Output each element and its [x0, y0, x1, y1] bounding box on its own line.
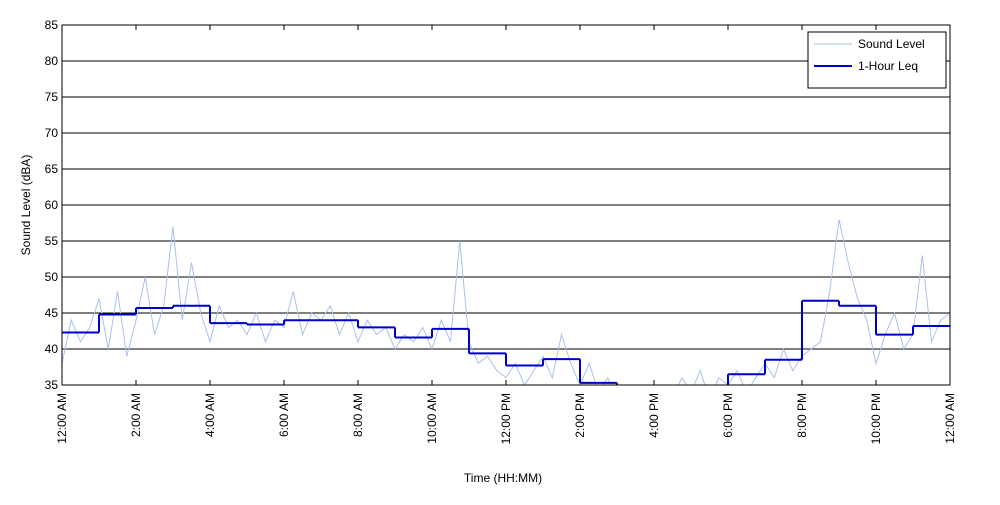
legend-label: 1-Hour Leq — [858, 59, 918, 73]
x-tick-label: 10:00 AM — [425, 393, 439, 444]
y-tick-label: 55 — [45, 234, 59, 248]
x-tick-label: 2:00 PM — [573, 393, 587, 438]
series-lines — [62, 219, 950, 385]
y-tick-label: 50 — [45, 270, 59, 284]
x-tick-label: 4:00 AM — [203, 393, 217, 437]
plot-frame — [61, 24, 951, 386]
x-tick-label: 8:00 PM — [795, 393, 809, 438]
y-tick-label: 60 — [45, 198, 59, 212]
legend-label: Sound Level — [858, 37, 925, 51]
x-tick-label: 2:00 AM — [129, 393, 143, 437]
x-tick-label: 4:00 PM — [647, 393, 661, 438]
x-tick-label: 12:00 PM — [499, 393, 513, 444]
x-tick-label: 12:00 AM — [55, 393, 69, 444]
y-tick-label: 70 — [45, 126, 59, 140]
legend: Sound Level 1-Hour Leq — [807, 31, 947, 89]
x-tick-label: 8:00 AM — [351, 393, 365, 437]
y-tick-label: 40 — [45, 342, 59, 356]
y-tick-label: 45 — [45, 306, 59, 320]
x-tick-label: 12:00 AM — [943, 393, 957, 444]
y-tick-label: 80 — [45, 54, 59, 68]
y-tick-label: 35 — [45, 378, 59, 392]
y-tick-label: 85 — [45, 18, 59, 32]
x-tick-label: 6:00 PM — [721, 393, 735, 438]
x-tick-label: 10:00 PM — [869, 393, 883, 444]
y-tick-label: 65 — [45, 162, 59, 176]
legend-box — [807, 31, 947, 89]
y-tick-label: 75 — [45, 90, 59, 104]
x-axis-label: Time (HH:MM) — [464, 471, 542, 485]
x-tick-label: 6:00 AM — [277, 393, 291, 437]
y-axis-label: Sound Level (dBA) — [19, 155, 33, 256]
